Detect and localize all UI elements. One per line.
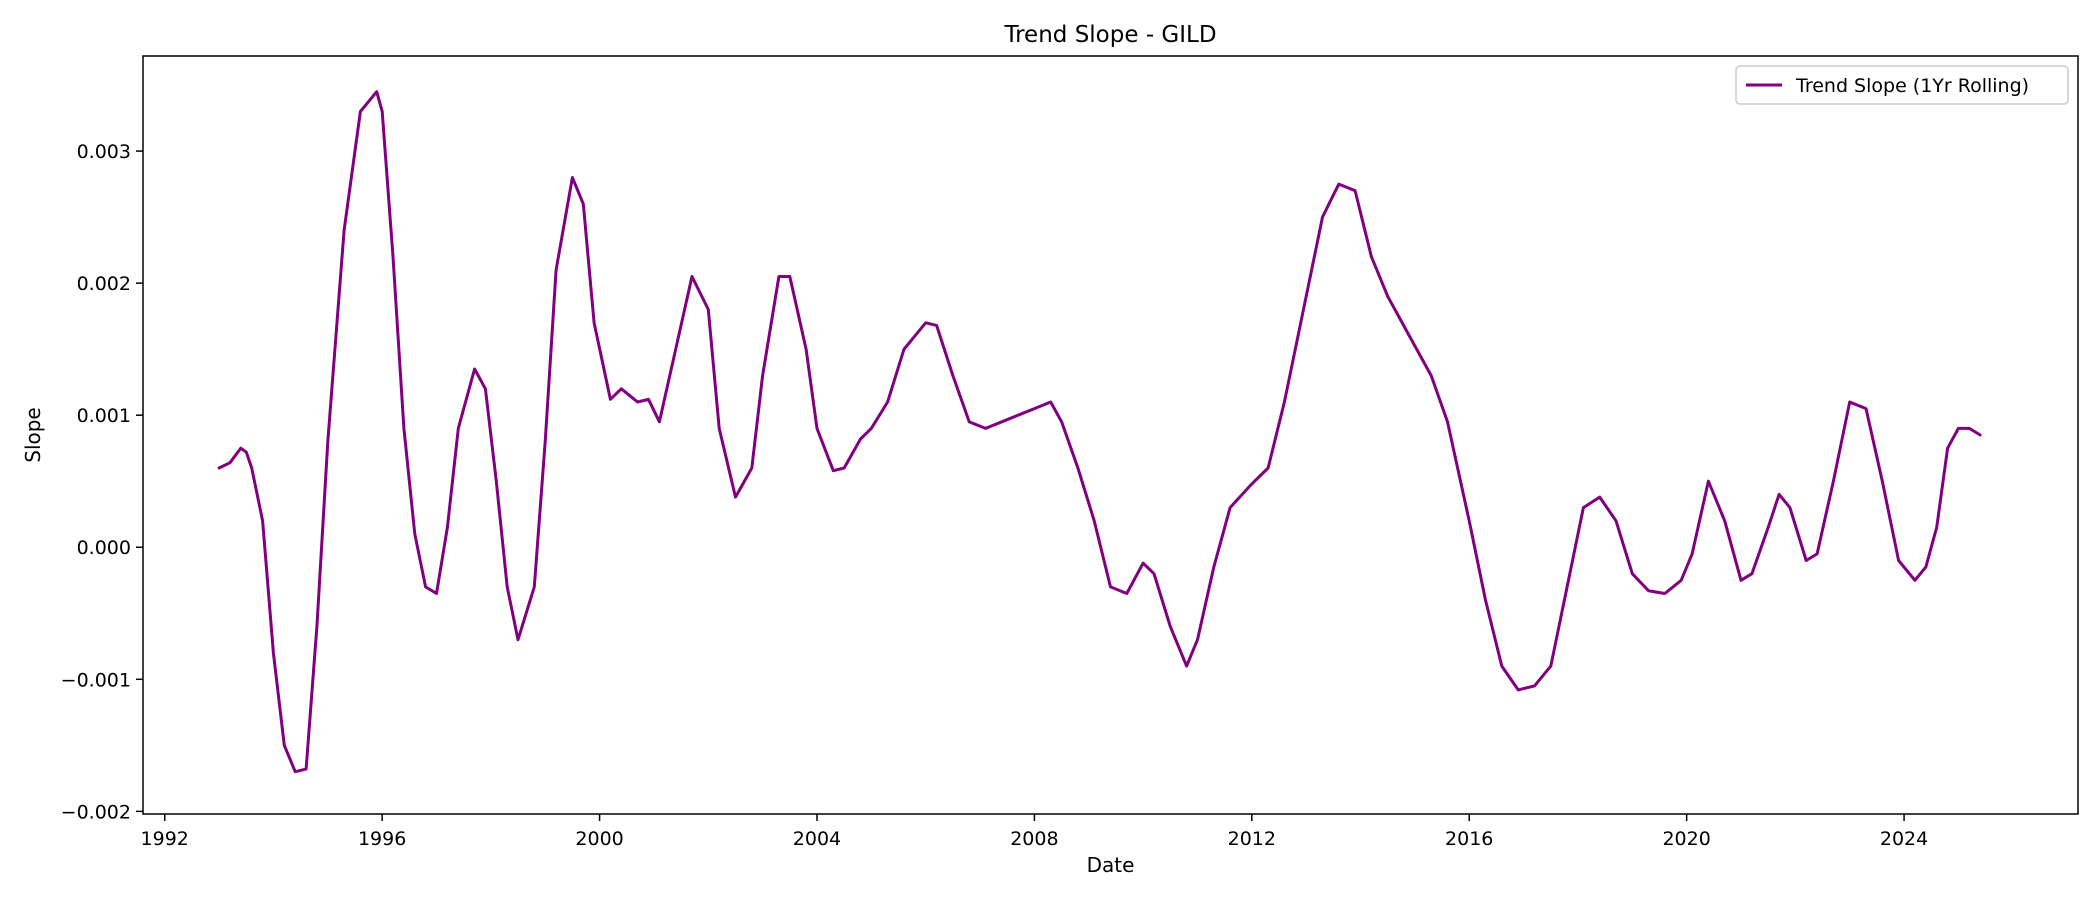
legend[interactable]: Trend Slope (1Yr Rolling) [1735,65,2069,105]
plot-area: 1992 1996 2000 2004 2008 2012 2016 2020 2024 −0.… [61,55,2079,850]
x-tick-label: 2008 [1010,828,1058,850]
x-axis-title: Date [1087,853,1135,877]
chart-title: Trend Slope - GILD [1003,22,1216,48]
y-tick-label: 0.000 [77,537,131,559]
y-tick-label: 0.003 [77,141,131,163]
x-tick-label: 2012 [1228,828,1276,850]
legend-box [1735,65,2069,105]
y-tick-label: 0.001 [77,405,131,427]
y-axis: −0.002 −0.001 0.000 0.001 0.002 0.003 [61,141,143,823]
x-tick-label: 2000 [575,828,623,850]
x-axis: 1992 1996 2000 2004 2008 2012 2016 2020 2024 [141,814,1928,850]
x-tick-label: 2024 [1880,828,1928,850]
x-tick-label: 2016 [1445,828,1493,850]
plot-frame [142,55,2079,815]
series-line-trend-slope [217,90,1982,774]
y-tick-label: −0.001 [61,669,131,691]
x-tick-label: 2004 [793,828,841,850]
x-tick-label: 1992 [141,828,189,850]
x-tick-label: 2020 [1662,828,1710,850]
y-axis-title: Slope [21,407,45,463]
y-tick-label: 0.002 [77,273,131,295]
y-tick-label: −0.002 [61,801,131,823]
legend-label: Trend Slope (1Yr Rolling) [1795,75,2029,97]
x-tick-label: 1996 [358,828,406,850]
